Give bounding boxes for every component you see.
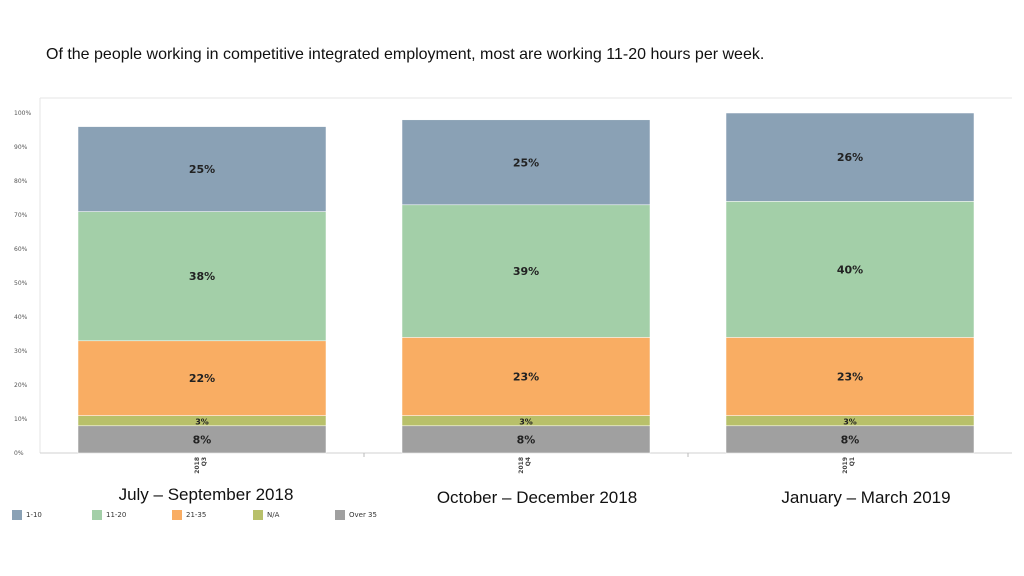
legend-item-21-35: 21-35 <box>172 510 206 520</box>
y-tick-label: 30% <box>14 348 28 355</box>
y-tick-label: 20% <box>14 382 28 389</box>
period-label-q1-2019: January – March 2019 <box>781 488 951 507</box>
data-label: 26% <box>837 151 863 164</box>
legend-item-11-20: 11-20 <box>92 510 126 520</box>
bar-segment <box>401 204 651 338</box>
bar-segment <box>401 425 651 454</box>
y-tick-label: 60% <box>14 246 28 253</box>
y-tick-label: 100% <box>14 110 31 117</box>
bar-segment <box>77 126 327 212</box>
bar-segment <box>725 201 975 338</box>
y-tick-label: 50% <box>14 280 28 287</box>
bar-segment <box>401 337 651 416</box>
data-label: 22% <box>189 372 215 385</box>
data-label: 23% <box>513 371 539 384</box>
bar-segment <box>401 119 651 206</box>
bar-segment <box>77 340 327 416</box>
x-tick-label: Q3 <box>201 457 208 466</box>
legend-label-1-10: 1-10 <box>26 511 42 519</box>
y-tick-label: 90% <box>14 144 28 151</box>
data-label: 38% <box>189 270 215 283</box>
legend-swatch-1-10 <box>12 510 22 520</box>
chart-legend: 1-10 11-20 21-35 N/A Over 35 <box>12 510 532 524</box>
x-tick-label: 2018 <box>518 457 525 474</box>
y-tick-label: 10% <box>14 416 28 423</box>
chart-headline: Of the people working in competitive int… <box>46 46 765 63</box>
x-tick-label: Q4 <box>525 457 532 466</box>
data-label: 8% <box>517 433 536 446</box>
y-tick-label: 80% <box>14 178 28 185</box>
legend-item-na: N/A <box>253 510 279 520</box>
data-label: 23% <box>837 371 863 384</box>
bar-segment <box>77 425 327 454</box>
data-label: 8% <box>841 433 860 446</box>
stacked-bar-chart: 0% 10% 20% 30% 40% 50% 60% 70% 80% 90% 100% 8% 3% 22%… <box>14 97 1012 474</box>
bar-segment <box>725 112 975 202</box>
bar-segment <box>725 425 975 454</box>
data-label: 3% <box>843 418 857 427</box>
x-tick-label: 2019 <box>842 457 849 474</box>
legend-swatch-11-20 <box>92 510 102 520</box>
bar-segment <box>77 211 327 342</box>
data-label: 25% <box>189 163 215 176</box>
data-label: 25% <box>513 156 539 169</box>
y-tick-label: 40% <box>14 314 28 321</box>
legend-label-11-20: 11-20 <box>106 511 127 519</box>
legend-label-over-35: Over 35 <box>349 511 377 519</box>
legend-item-over-35: Over 35 <box>335 510 377 520</box>
legend-swatch-na <box>253 510 263 520</box>
x-tick-label: 2018 <box>194 457 201 474</box>
bar-segment <box>725 337 975 416</box>
data-label: 3% <box>519 418 533 427</box>
legend-swatch-over-35 <box>335 510 345 520</box>
legend-label-21-35: 21-35 <box>186 511 207 519</box>
period-label-q3-2018: July – September 2018 <box>118 485 294 504</box>
legend-label-na: N/A <box>267 511 280 519</box>
data-label: 8% <box>193 433 212 446</box>
data-label: 3% <box>195 418 209 427</box>
legend-swatch-21-35 <box>172 510 182 520</box>
y-tick-label: 70% <box>14 212 28 219</box>
x-tick-label: Q1 <box>849 457 856 466</box>
legend-item-1-10: 1-10 <box>12 510 42 520</box>
y-tick-label: 0% <box>14 450 24 457</box>
period-label-q4-2018: October – December 2018 <box>436 488 638 507</box>
data-label: 39% <box>513 265 539 278</box>
data-label: 40% <box>837 263 863 276</box>
